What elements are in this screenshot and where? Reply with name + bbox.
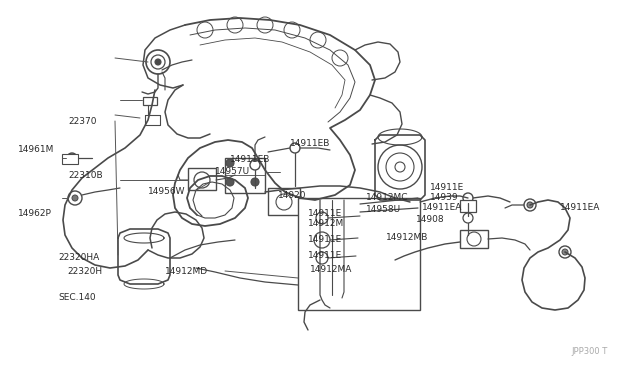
Circle shape	[314, 232, 330, 248]
Circle shape	[316, 252, 328, 264]
Circle shape	[251, 159, 259, 167]
Bar	[268, 188, 300, 215]
Text: 14911EB: 14911EB	[290, 138, 330, 148]
Circle shape	[151, 55, 165, 69]
Text: 14911E: 14911E	[308, 209, 342, 218]
Text: 14961M: 14961M	[18, 145, 54, 154]
Text: 14939: 14939	[430, 192, 459, 202]
Circle shape	[378, 145, 422, 189]
Text: 14911E: 14911E	[430, 183, 464, 192]
Bar	[143, 97, 157, 105]
Bar	[62, 154, 78, 164]
Circle shape	[386, 153, 414, 181]
Text: 14956W: 14956W	[148, 186, 186, 196]
Circle shape	[316, 212, 328, 224]
Circle shape	[527, 202, 533, 208]
Text: 22370: 22370	[68, 116, 97, 125]
Circle shape	[463, 213, 473, 223]
Text: 14911EB: 14911EB	[230, 155, 270, 164]
Bar	[298, 198, 420, 310]
Text: 14912M: 14912M	[308, 219, 344, 228]
Text: 14912MD: 14912MD	[165, 266, 208, 276]
Circle shape	[562, 249, 568, 255]
Bar	[460, 230, 488, 248]
Text: 14912MC: 14912MC	[366, 193, 408, 202]
Text: SEC.140: SEC.140	[58, 292, 95, 301]
Circle shape	[72, 195, 78, 201]
Circle shape	[226, 159, 234, 167]
Text: 14911E: 14911E	[308, 251, 342, 260]
Text: 14920: 14920	[278, 192, 307, 201]
Circle shape	[395, 162, 405, 172]
Circle shape	[250, 160, 260, 170]
Text: JPP300 T: JPP300 T	[572, 347, 608, 356]
Text: 14911E: 14911E	[308, 235, 342, 244]
Circle shape	[67, 153, 77, 163]
Text: 22320HA: 22320HA	[58, 253, 99, 262]
Circle shape	[559, 246, 571, 258]
Text: 14958U: 14958U	[366, 205, 401, 215]
Text: 14962P: 14962P	[18, 208, 52, 218]
Circle shape	[284, 22, 300, 38]
Text: 14957U: 14957U	[215, 167, 250, 176]
Circle shape	[197, 22, 213, 38]
Circle shape	[146, 50, 170, 74]
Bar	[225, 158, 265, 193]
Bar	[188, 168, 216, 190]
Circle shape	[68, 191, 82, 205]
Text: 22310B: 22310B	[68, 171, 102, 180]
Circle shape	[290, 143, 300, 153]
Circle shape	[332, 50, 348, 66]
Text: 14912MB: 14912MB	[386, 234, 428, 243]
Circle shape	[310, 32, 326, 48]
Circle shape	[276, 194, 292, 210]
Circle shape	[155, 59, 161, 65]
Text: 14908: 14908	[416, 215, 445, 224]
Circle shape	[227, 17, 243, 33]
Text: 14911EA: 14911EA	[422, 203, 462, 212]
Circle shape	[524, 199, 536, 211]
Circle shape	[251, 178, 259, 186]
Text: 14911EA: 14911EA	[560, 203, 600, 212]
Circle shape	[194, 172, 210, 188]
Text: 22320H: 22320H	[67, 267, 102, 276]
Circle shape	[467, 232, 481, 246]
Circle shape	[463, 193, 473, 203]
Circle shape	[226, 178, 234, 186]
Circle shape	[257, 17, 273, 33]
Text: 14912MA: 14912MA	[310, 266, 353, 275]
Bar	[460, 200, 476, 212]
